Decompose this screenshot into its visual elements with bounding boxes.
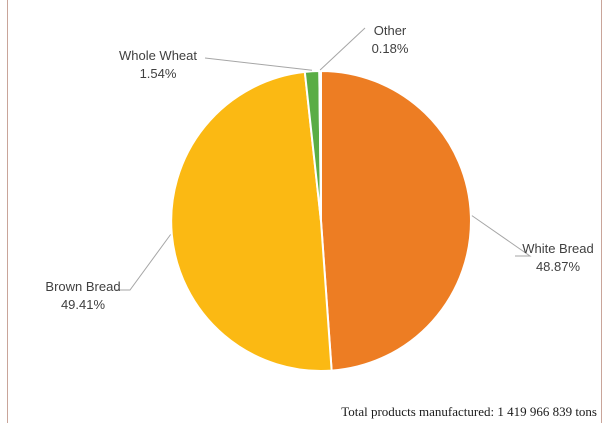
label-brown-bread-name: Brown Bread	[45, 279, 120, 294]
label-brown-bread-value: 49.41%	[61, 297, 106, 312]
pie-slice-brown-bread	[170, 70, 333, 372]
leader-line-white-bread	[471, 215, 532, 257]
footnote: Total products manufactured: 1 419 966 8…	[341, 404, 597, 419]
pie-slice-other	[318, 69, 322, 222]
pie-slice-white-bread	[320, 69, 472, 372]
leader-line-other	[319, 27, 366, 71]
chart-frame	[7, 0, 602, 423]
label-whole-wheat-value: 1.54%	[140, 66, 177, 81]
label-other-name: Other	[374, 23, 407, 38]
label-other-value: 0.18%	[372, 41, 409, 56]
leader-line-whole-wheat	[204, 57, 313, 71]
label-white-bread-name: White Bread	[522, 241, 594, 256]
leader-line-brown-bread	[116, 234, 172, 291]
label-whole-wheat-name: Whole Wheat	[119, 48, 197, 63]
label-white-bread-value: 48.87%	[536, 259, 581, 274]
